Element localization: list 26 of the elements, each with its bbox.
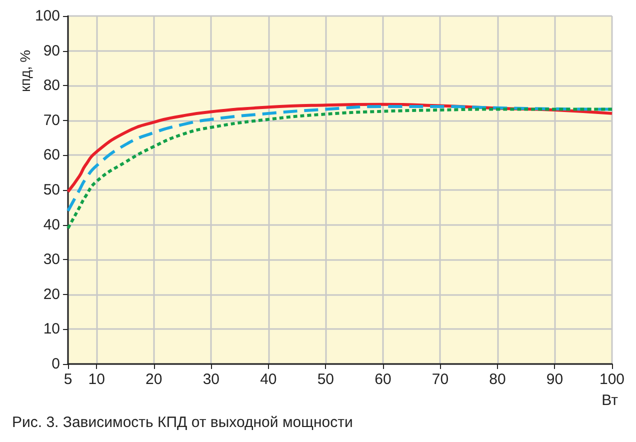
x-tick-label: 10 — [88, 371, 105, 388]
x-tick-label: 100 — [599, 371, 625, 388]
y-tick-label: 0 — [52, 356, 60, 372]
x-axis-title: Вт — [602, 392, 618, 409]
y-tick-label: 70 — [43, 112, 60, 129]
x-tick-label: 80 — [489, 371, 506, 388]
x-tick-label: 90 — [546, 371, 564, 388]
y-tick-label: 80 — [43, 77, 60, 94]
y-tick-label: 100 — [34, 8, 60, 24]
x-tick-label: 40 — [260, 371, 277, 388]
y-tick-label: 30 — [43, 251, 60, 268]
x-tick-label: 70 — [432, 371, 449, 388]
y-tick-label: 20 — [43, 286, 60, 303]
y-tick-label: 40 — [43, 216, 60, 234]
x-tick-label: 5 — [64, 371, 72, 388]
x-tick-label: 20 — [146, 371, 162, 388]
x-tick-label: 50 — [317, 371, 334, 388]
y-tick-label: 90 — [43, 42, 60, 60]
text: Рис. 3. Зависимость КПД от выходной мощности — [12, 414, 353, 431]
y-tick-label: 60 — [43, 146, 60, 164]
y-tick-label: 10 — [43, 320, 60, 338]
line-series — [66, 108, 614, 230]
y-axis-title: кпд, % — [17, 50, 33, 92]
x-tick-label: 60 — [374, 371, 392, 388]
y-tick-label: 50 — [43, 182, 60, 198]
x-tick-label: 30 — [202, 371, 220, 388]
